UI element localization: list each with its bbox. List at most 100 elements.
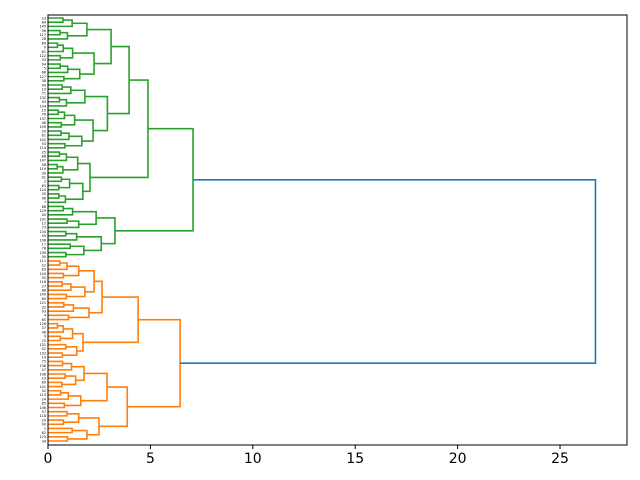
leaf-label: 52 — [42, 389, 46, 393]
leaf-label: 73 — [42, 226, 46, 230]
leaf-label: 17 — [42, 242, 46, 246]
leaf-label: 108 — [40, 372, 46, 376]
leaf-label: 71 — [42, 92, 46, 96]
leaf-label: 22 — [42, 263, 46, 267]
leaf-label: 27 — [42, 284, 46, 288]
leaf-label: 14 — [42, 356, 46, 360]
leaf-label: 29 — [42, 418, 46, 422]
leaf-label: 58 — [42, 163, 46, 167]
leaf-label: 141 — [40, 385, 46, 389]
leaf-label: 127 — [40, 75, 46, 79]
leaf-label: 25 — [42, 150, 46, 154]
leaf-label: 145 — [40, 25, 46, 29]
x-tick-label: 0 — [44, 451, 53, 467]
leaf-label: 76 — [42, 113, 46, 117]
leaf-label: 124 — [40, 188, 46, 192]
leaf-label: 23 — [42, 16, 46, 20]
x-tick-label: 15 — [346, 451, 364, 467]
leaf-label: 104 — [40, 104, 46, 108]
leaf-label: 132 — [40, 96, 46, 100]
leaf-label: 20 — [42, 129, 46, 133]
leaf-label: 94 — [42, 62, 46, 66]
leaf-label: 93 — [42, 309, 46, 313]
leaf-label: 28 — [42, 37, 46, 41]
leaf-label: 0 — [44, 46, 46, 50]
leaf-label: 106 — [40, 238, 46, 242]
leaf-label: 34 — [42, 439, 46, 443]
leaf-label: 96 — [42, 196, 46, 200]
leaf-label: 119 — [40, 167, 46, 171]
leaf-label: 129 — [40, 209, 46, 213]
leaf-label: 109 — [40, 125, 46, 129]
leaf-label: 122 — [40, 54, 46, 58]
x-tick-label: 10 — [244, 451, 262, 467]
leaf-label: 47 — [42, 368, 46, 372]
leaf-label: 90 — [42, 423, 46, 427]
leaf-label: 40 — [42, 213, 46, 217]
leaf-label: 48 — [42, 121, 46, 125]
leaf-label: 37 — [42, 326, 46, 330]
x-tick-label: 20 — [449, 451, 467, 467]
leaf-label: 101 — [40, 217, 46, 221]
leaf-label: 116 — [40, 280, 46, 284]
leaf-label: 121 — [40, 301, 46, 305]
leaf-label: 117 — [40, 33, 46, 37]
leaf-label: 56 — [42, 29, 46, 33]
leaf-label: 136 — [40, 364, 46, 368]
leaf-label: 5 — [44, 67, 46, 71]
leaf-label: 9 — [44, 335, 46, 339]
leaf-label: 66 — [42, 71, 46, 75]
leaf-label: 98 — [42, 330, 46, 334]
leaf-label: 139 — [40, 251, 46, 255]
leaf-label: 123 — [40, 435, 46, 439]
leaf-label: 131 — [40, 343, 46, 347]
leaf-label: 85 — [42, 402, 46, 406]
leaf-label: 70 — [42, 339, 46, 343]
leaf-label: 55 — [42, 276, 46, 280]
leaf-label: 88 — [42, 289, 46, 293]
leaf-label: 99 — [42, 83, 46, 87]
leaf-label: 33 — [42, 58, 46, 62]
x-tick-label: 5 — [146, 451, 155, 467]
leaf-label: 1 — [44, 427, 46, 431]
leaf-label: 114 — [40, 146, 46, 150]
leaf-label: 91 — [42, 175, 46, 179]
leaf-label: 42 — [42, 347, 46, 351]
leaf-label: 146 — [40, 406, 46, 410]
leaf-label: 24 — [42, 397, 46, 401]
leaf-label: 43 — [42, 100, 46, 104]
leaf-label: 126 — [40, 322, 46, 326]
leaf-label: 144 — [40, 272, 46, 276]
x-tick-label: 25 — [551, 451, 569, 467]
leaf-label: 75 — [42, 360, 46, 364]
leaf-label: 10 — [42, 87, 46, 91]
leaf-label: 7 — [44, 201, 46, 205]
leaf-label: 65 — [42, 318, 46, 322]
leaf-label: 19 — [42, 376, 46, 380]
leaf-label: 15 — [42, 108, 46, 112]
leaf-label: 68 — [42, 205, 46, 209]
leaf-label: 60 — [42, 297, 46, 301]
leaf-label: 45 — [42, 234, 46, 238]
leaf-label: 78 — [42, 247, 46, 251]
leaf-label: 137 — [40, 117, 46, 121]
leaf-label: 32 — [42, 305, 46, 309]
leaf-label: 81 — [42, 134, 46, 138]
leaf-label: 147 — [40, 159, 46, 163]
leaf-label: 86 — [42, 155, 46, 159]
leaf-label: 134 — [40, 230, 46, 234]
leaf-label: 80 — [42, 381, 46, 385]
leaf-label: 111 — [40, 259, 46, 263]
leaf-label: 38 — [42, 79, 46, 83]
leaf-label: 142 — [40, 138, 46, 142]
leaf-label: 57 — [42, 410, 46, 414]
leaf-label: 149 — [40, 293, 46, 297]
leaf-label: 84 — [42, 20, 46, 24]
leaf-label: 62 — [42, 431, 46, 435]
leaf-label: 61 — [42, 50, 46, 54]
leaf-label: 118 — [40, 414, 46, 418]
leaf-label: 103 — [40, 351, 46, 355]
